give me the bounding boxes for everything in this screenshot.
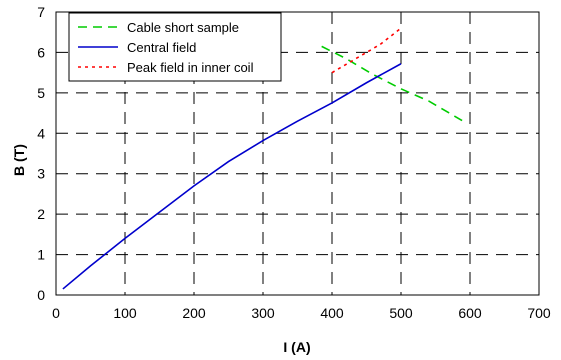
- y-tick-label: 0: [37, 287, 45, 303]
- legend-label-2: Peak field in inner coil: [127, 60, 254, 75]
- legend: Cable short sample Central field Peak fiel…: [68, 12, 282, 82]
- legend-label-0: Cable short sample: [127, 20, 239, 35]
- y-tick-label: 7: [37, 4, 45, 20]
- x-tick-label: 600: [458, 305, 482, 321]
- x-tick-label: 0: [52, 305, 60, 321]
- ticks: 0 100 200 300 400 500 600 700 0 1 2 3 4 5 6 7: [37, 4, 551, 321]
- x-tick-label: 300: [251, 305, 275, 321]
- x-axis-title: I (A): [283, 339, 310, 355]
- y-tick-label: 5: [37, 85, 45, 101]
- series-line-1: [62, 63, 402, 290]
- legend-label-1: Central field: [127, 40, 196, 55]
- x-tick-label: 400: [320, 305, 344, 321]
- y-tick-label: 4: [37, 125, 45, 141]
- y-tick-label: 2: [37, 206, 45, 222]
- y-tick-label: 6: [37, 44, 45, 60]
- x-tick-label: 100: [113, 305, 137, 321]
- series-line-0: [321, 45, 467, 124]
- x-tick-label: 500: [389, 305, 413, 321]
- y-axis-title: B (T): [11, 144, 27, 176]
- y-tick-label: 1: [37, 247, 45, 263]
- x-tick-label: 200: [182, 305, 206, 321]
- x-tick-label: 700: [527, 305, 551, 321]
- y-tick-label: 3: [37, 166, 45, 182]
- series-lines: [62, 27, 467, 290]
- series-line-2: [331, 27, 402, 74]
